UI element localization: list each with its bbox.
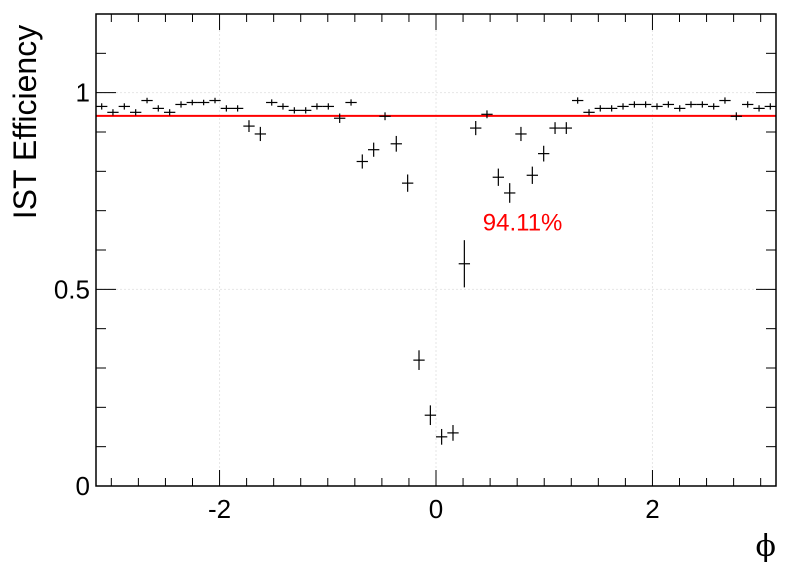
- y-tick-label: 0: [76, 471, 90, 501]
- data-point: [481, 110, 493, 119]
- y-tick-label: 1: [76, 78, 90, 108]
- tick-labels: -2 0 2 0 0.5 1: [54, 78, 660, 524]
- data-point: [628, 101, 641, 108]
- data-point: [572, 97, 584, 104]
- data-point: [186, 99, 198, 106]
- data-point: [277, 103, 289, 110]
- data-point: [413, 350, 425, 370]
- data-point: [696, 101, 709, 108]
- data-point: [231, 105, 244, 112]
- axes: [95, 13, 777, 487]
- x-tick-label: 2: [645, 494, 659, 524]
- data-point: [764, 103, 776, 110]
- data-point: [458, 240, 471, 288]
- data-point: [708, 103, 720, 110]
- data-point: [254, 126, 267, 142]
- data-point: [583, 109, 595, 116]
- data-point: [152, 105, 164, 112]
- data-point: [300, 107, 312, 114]
- data-point: [742, 101, 754, 108]
- data-point: [175, 101, 187, 108]
- data-point: [435, 428, 448, 445]
- x-axis-title: ϕ: [756, 529, 776, 564]
- data-point: [288, 107, 300, 114]
- data-point: [594, 105, 606, 112]
- data-point: [334, 113, 346, 123]
- data-point: [243, 120, 255, 132]
- data-point: [651, 103, 663, 110]
- x-tick-label: -2: [208, 494, 231, 524]
- data-point: [401, 174, 414, 192]
- data-point: [197, 99, 210, 106]
- data-point: [730, 112, 742, 121]
- data-point: [447, 425, 459, 441]
- data-point: [379, 112, 391, 121]
- data-points: [96, 97, 776, 445]
- data-point: [753, 105, 765, 112]
- data-point: [390, 135, 402, 152]
- data-point: [549, 122, 561, 134]
- data-point: [356, 154, 368, 169]
- data-point: [367, 142, 380, 157]
- data-point: [209, 97, 221, 104]
- x-tick-label: 0: [429, 494, 443, 524]
- data-point: [639, 101, 652, 108]
- y-axis-title: IST Efficiency: [7, 25, 43, 219]
- data-point: [96, 103, 108, 110]
- data-point: [470, 120, 482, 136]
- data-point: [605, 105, 618, 112]
- data-point: [141, 97, 153, 104]
- data-point: [560, 122, 572, 134]
- y-tick-label: 0.5: [54, 274, 90, 304]
- data-point: [685, 101, 697, 108]
- data-point: [526, 166, 538, 184]
- data-point: [118, 103, 130, 110]
- data-point: [719, 97, 731, 104]
- data-point: [424, 405, 437, 426]
- data-point: [266, 99, 278, 106]
- data-point: [345, 99, 357, 106]
- data-point: [662, 101, 675, 108]
- data-point: [107, 109, 119, 116]
- data-point: [163, 109, 176, 116]
- efficiency-annotation: 94.11%: [483, 209, 563, 236]
- data-point: [674, 105, 686, 112]
- data-point: [311, 103, 323, 110]
- data-point: [220, 105, 233, 112]
- data-point: [617, 103, 629, 110]
- data-point: [492, 168, 505, 186]
- data-point: [515, 126, 527, 142]
- data-point: [504, 183, 516, 203]
- data-point: [322, 103, 334, 110]
- data-point: [130, 109, 142, 116]
- data-point: [538, 145, 550, 162]
